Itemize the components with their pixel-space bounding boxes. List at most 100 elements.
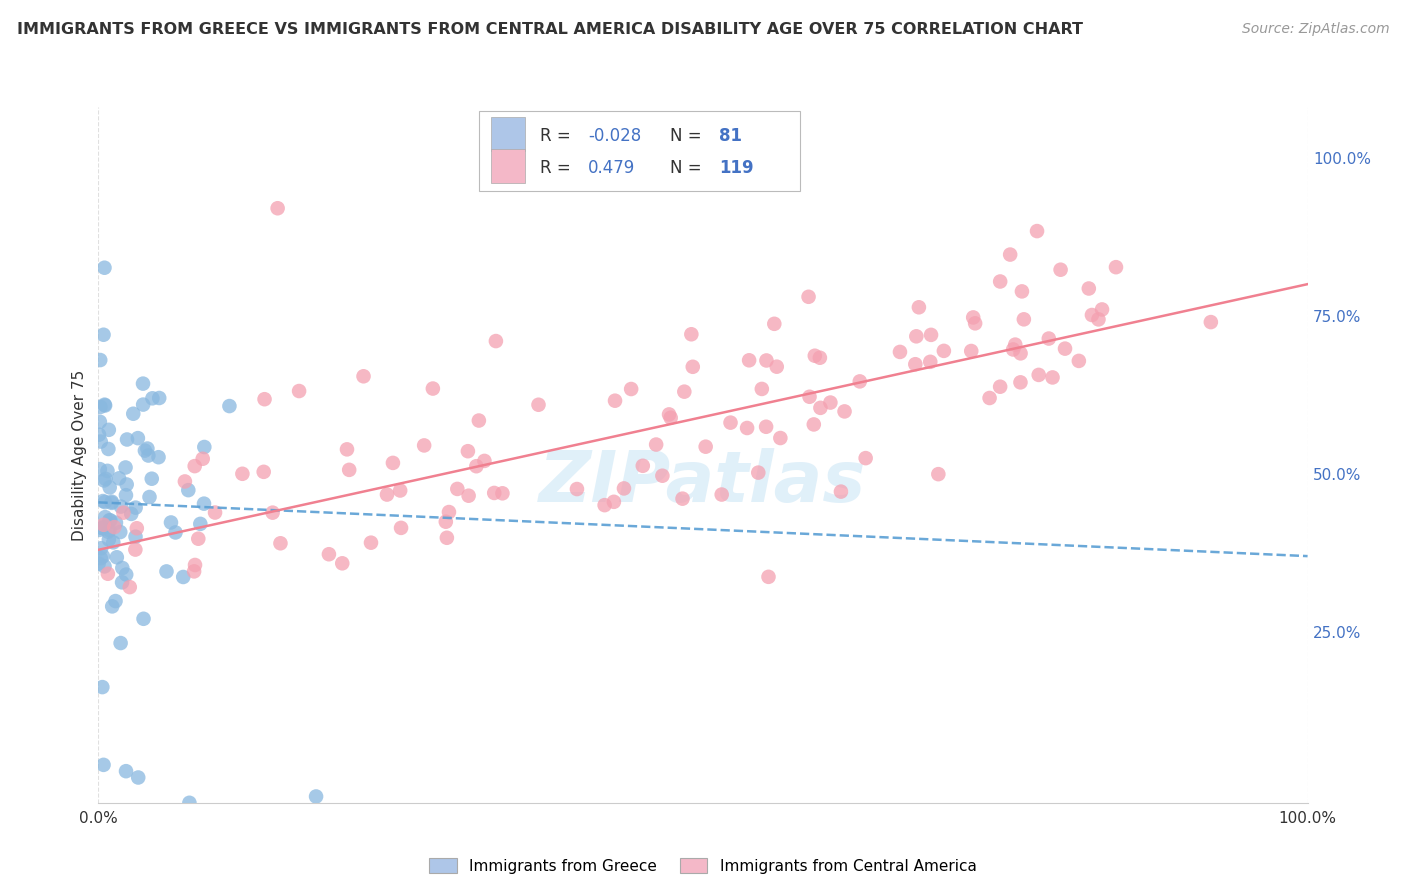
Point [491, 486, 513, 500]
Point [927, 467, 949, 482]
Point [89, 400, 111, 414]
Text: R =: R = [540, 160, 576, 178]
Point [141, 392, 163, 406]
Point [93, 327, 115, 342]
FancyBboxPatch shape [492, 118, 526, 151]
Point [738, 353, 761, 368]
Text: R =: R = [540, 128, 576, 145]
Point [765, 359, 787, 374]
Point [965, 316, 987, 330]
Point [758, 570, 780, 584]
Point [904, 357, 927, 371]
Point [155, 565, 177, 579]
Point [484, 486, 506, 500]
Point [305, 789, 328, 804]
Point [91, 549, 114, 564]
Point [148, 450, 170, 465]
Point [673, 384, 696, 399]
Point [89, 415, 111, 429]
Point [111, 575, 134, 590]
Point [1010, 346, 1032, 360]
Point [353, 369, 375, 384]
Point [97, 533, 120, 547]
Point [188, 516, 211, 531]
Text: ZIPatlas: ZIPatlas [540, 449, 866, 517]
Point [177, 483, 200, 497]
Point [120, 507, 142, 521]
Point [1026, 224, 1049, 238]
Point [603, 495, 626, 509]
Point [1091, 302, 1114, 317]
Point [98, 523, 121, 537]
Point [134, 443, 156, 458]
Point [112, 506, 135, 520]
Point [148, 391, 170, 405]
Point [755, 353, 778, 368]
Point [474, 454, 496, 468]
Point [682, 359, 704, 374]
Point [1004, 337, 1026, 351]
Point [1011, 285, 1033, 299]
Point [834, 404, 856, 418]
Point [422, 382, 444, 396]
Point [91, 680, 114, 694]
Point [98, 513, 121, 527]
Point [94, 495, 117, 509]
Point [93, 260, 115, 275]
Point [191, 451, 214, 466]
Point [87, 427, 110, 442]
Point [183, 459, 205, 474]
Point [434, 515, 457, 529]
Point [565, 482, 588, 496]
Point [138, 449, 160, 463]
Point [855, 451, 877, 466]
Point [988, 275, 1011, 289]
Point [115, 567, 138, 582]
Point [908, 300, 931, 314]
Point [138, 490, 160, 504]
Point [998, 247, 1021, 261]
Point [124, 500, 146, 515]
Point [87, 557, 110, 571]
Point [437, 505, 460, 519]
Point [960, 344, 983, 359]
Y-axis label: Disability Age Over 75: Disability Age Over 75 [72, 369, 87, 541]
Point [93, 559, 115, 574]
Point [1042, 370, 1064, 384]
Point [103, 520, 125, 534]
Point [193, 497, 215, 511]
Point [889, 345, 911, 359]
Point [124, 542, 146, 557]
Point [457, 444, 479, 458]
Point [1010, 376, 1032, 390]
Point [132, 612, 155, 626]
Point [413, 438, 436, 452]
Point [1081, 308, 1104, 322]
Point [184, 558, 207, 572]
Point [141, 472, 163, 486]
Point [1049, 262, 1071, 277]
Point [932, 343, 955, 358]
Point [93, 517, 115, 532]
Point [132, 398, 155, 412]
Point [658, 408, 681, 422]
Text: N =: N = [671, 160, 707, 178]
Text: N =: N = [671, 128, 707, 145]
Point [1038, 332, 1060, 346]
Point [849, 375, 872, 389]
Point [336, 442, 359, 457]
Point [231, 467, 253, 481]
Point [108, 471, 131, 485]
Point [613, 482, 636, 496]
Point [747, 466, 769, 480]
Point [1002, 343, 1025, 357]
Point [593, 498, 616, 512]
Point [804, 349, 827, 363]
Point [96, 464, 118, 478]
Point [218, 399, 240, 413]
Point [127, 431, 149, 445]
Point [651, 468, 673, 483]
Point [769, 431, 792, 445]
Point [389, 483, 412, 498]
Point [90, 434, 112, 449]
